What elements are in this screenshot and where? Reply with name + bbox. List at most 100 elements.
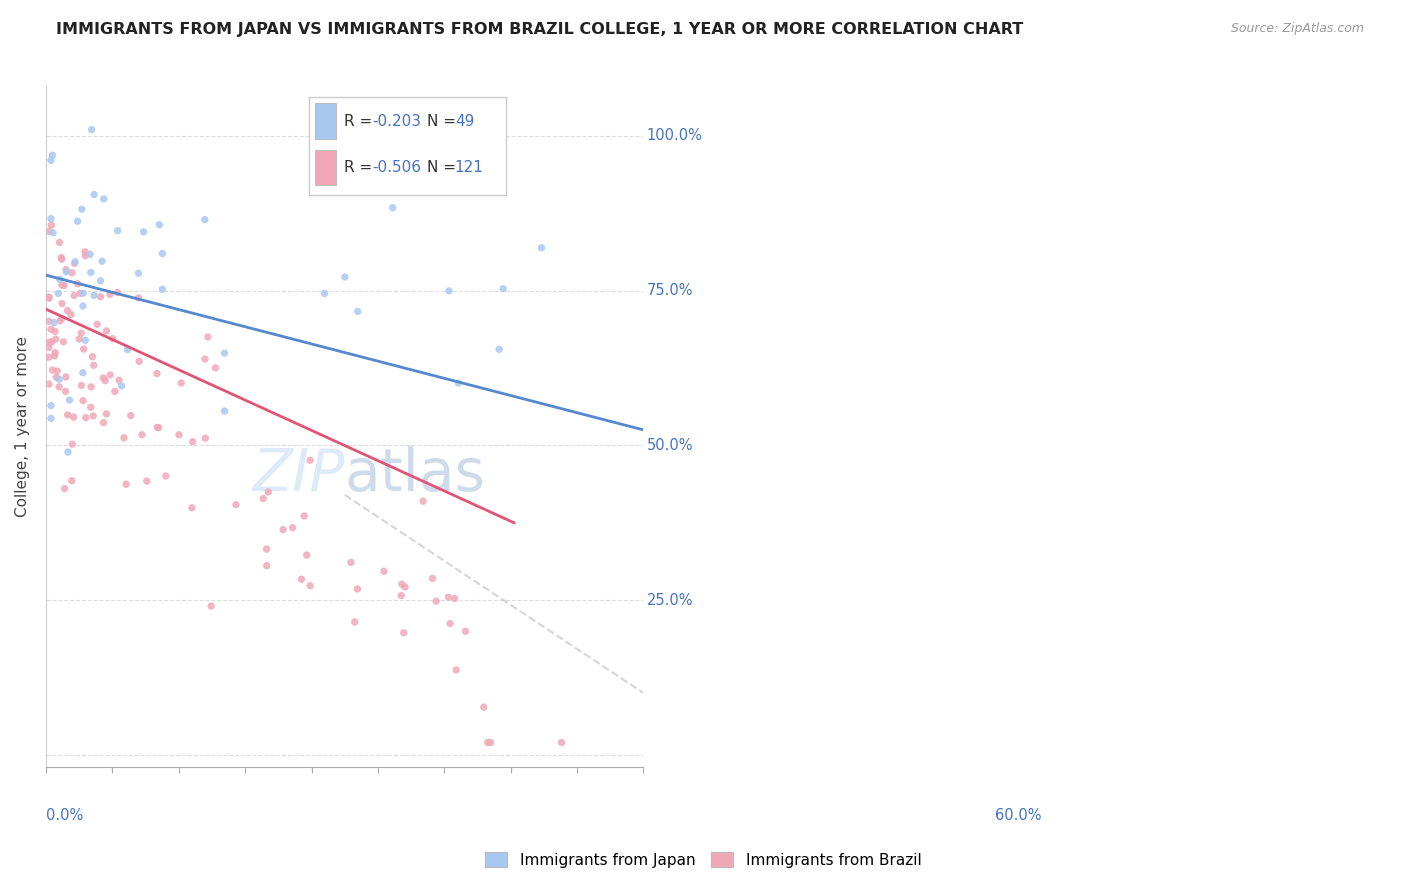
Point [83, 187, 105, 202]
Point [39, 411, 62, 425]
Point [48, 235, 70, 250]
Point [333, 270, 356, 285]
Point [132, 225, 155, 239]
Point [454, 624, 477, 639]
Point [38, 291, 60, 305]
Point [91, 371, 114, 385]
Point [56, 303, 79, 318]
Text: 60.0%: 60.0% [995, 808, 1042, 823]
Point [295, 548, 318, 562]
Point [98, 287, 121, 301]
Point [135, 474, 157, 488]
Point [299, 579, 322, 593]
Point [39, 153, 62, 168]
Point [60, 474, 83, 488]
Point [271, 523, 294, 537]
Point [148, 218, 170, 232]
Point [86, 318, 108, 332]
Point [167, 427, 190, 442]
Point [281, 521, 304, 535]
Point [79, 247, 101, 261]
Point [55, 262, 77, 277]
Y-axis label: College, 1 year or more: College, 1 year or more [15, 336, 30, 517]
Point [108, 373, 131, 387]
Point [75, 334, 97, 348]
Point [256, 558, 278, 573]
Text: IMMIGRANTS FROM JAPAN VS IMMIGRANTS FROM BRAZIL COLLEGE, 1 YEAR OR MORE CORRELAT: IMMIGRANTS FROM JAPAN VS IMMIGRANTS FROM… [56, 22, 1024, 37]
Point [343, 615, 366, 629]
Point [155, 469, 177, 483]
Point [48, 272, 70, 286]
Point [48, 380, 70, 394]
Point [51, 311, 73, 326]
Point [45, 332, 67, 346]
Point [56, 445, 79, 459]
Point [44, 345, 66, 359]
Point [204, 360, 226, 375]
Point [63, 254, 86, 268]
Point [70, 378, 93, 392]
Point [170, 376, 193, 390]
Point [41, 363, 63, 377]
Point [53, 278, 76, 293]
Point [94, 374, 117, 388]
Point [120, 409, 142, 423]
Point [93, 416, 115, 430]
Point [152, 246, 174, 260]
Point [181, 434, 204, 449]
Point [39, 322, 62, 336]
Point [292, 508, 315, 523]
Point [72, 286, 94, 301]
Point [38, 224, 60, 238]
Point [38, 290, 60, 304]
Point [51, 296, 73, 310]
Point [96, 407, 118, 421]
Point [98, 368, 121, 382]
Point [80, 122, 103, 136]
Point [107, 285, 129, 300]
Point [73, 342, 96, 356]
Point [46, 364, 69, 378]
Point [80, 265, 103, 279]
Point [45, 370, 67, 384]
Point [225, 498, 247, 512]
Point [60, 437, 83, 451]
Point [194, 431, 217, 445]
Text: Source: ZipAtlas.com: Source: ZipAtlas.com [1230, 22, 1364, 36]
Point [70, 326, 93, 340]
Point [70, 202, 93, 216]
Point [444, 663, 467, 677]
Point [42, 226, 65, 240]
Point [394, 580, 416, 594]
Point [422, 571, 444, 585]
Point [150, 282, 173, 296]
Point [412, 494, 434, 508]
Point [437, 590, 460, 604]
Point [340, 555, 363, 569]
Point [75, 249, 97, 263]
Point [93, 192, 115, 206]
Point [48, 372, 70, 386]
Point [38, 377, 60, 392]
Point [346, 582, 368, 596]
Point [60, 308, 83, 322]
Point [256, 542, 278, 557]
Point [437, 284, 460, 298]
Point [52, 334, 75, 349]
Point [391, 577, 413, 591]
Point [46, 286, 69, 301]
Point [197, 330, 219, 344]
Point [117, 343, 139, 357]
Point [194, 212, 217, 227]
Point [146, 420, 169, 434]
Point [63, 288, 86, 302]
Text: 50.0%: 50.0% [647, 438, 693, 453]
Point [101, 332, 124, 346]
Point [63, 256, 86, 270]
Point [72, 393, 94, 408]
Text: atlas: atlas [344, 446, 485, 503]
Point [443, 591, 465, 606]
Point [51, 252, 73, 267]
Point [38, 335, 60, 350]
Point [115, 477, 138, 491]
